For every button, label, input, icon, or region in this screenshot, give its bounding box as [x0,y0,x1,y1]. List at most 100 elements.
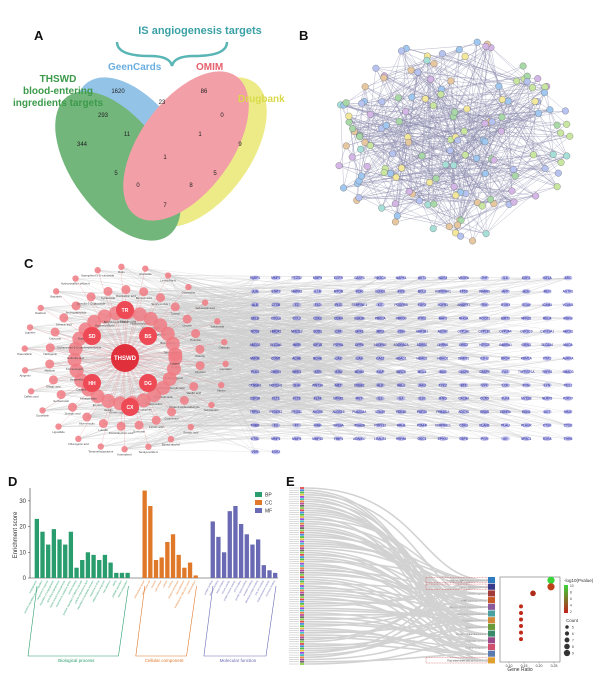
network-edge [167,333,381,412]
ppi-edge [343,111,455,189]
compound-node [87,314,102,329]
network-edge [170,331,276,440]
compound-edge [124,291,144,359]
target-label: ESR1 [522,276,531,280]
network-edge [74,277,464,360]
compound-edge [97,357,126,397]
ppi-edge [381,207,487,234]
network-edge [150,318,485,426]
target-label: TGFB1 [542,370,552,374]
chart-category-label: inflammatory response [92,579,106,602]
target-label: THRB [564,437,573,441]
ppi-node [372,64,380,72]
ppi-node [462,190,470,198]
target-label: NOTCH1 [269,383,282,387]
ppi-edge [346,55,428,147]
ppi-edge [426,60,456,196]
compound-node [121,285,131,295]
network-edge [145,268,443,346]
ppi-node [415,197,423,205]
ppi-node [446,147,454,154]
network-edge [79,291,548,339]
target-node [375,422,385,428]
ppi-edge [383,77,567,157]
ppi-edge [386,47,492,126]
network-edge [76,370,422,412]
compound-node [214,318,221,325]
ppi-edge [459,49,554,155]
network-edge [139,314,485,412]
network-edge [86,384,485,418]
ppi-node [457,216,465,224]
network-edge [40,307,276,412]
network-edge [86,277,422,418]
ppi-node [391,200,399,208]
ppi-edge [449,139,451,151]
target-node [480,288,490,294]
sankey-pathway-node [488,637,495,644]
ppi-node [354,180,362,188]
network-edge [124,449,276,453]
panel-label-a: A [34,28,44,43]
sankey-term-node [300,509,304,512]
ppi-edge [498,86,559,174]
ppi-edge [397,215,487,234]
ppi-edge [455,155,567,234]
target-label: ALOX5 [312,410,323,414]
network-edge [81,380,297,426]
network-edge [63,317,360,426]
network-edge [125,289,443,332]
target-node [333,275,343,281]
network-edge [76,370,443,372]
network-edge [121,266,339,386]
venn-count-thswd-drugbank: 7 [163,203,167,209]
network-edge [154,344,464,396]
ppi-edge [359,136,430,183]
ppi-node [447,136,455,144]
venn-bracket-title: IS angiogenesis targets [138,25,261,37]
target-label: ELANE [479,423,489,427]
ppi-edge [381,195,456,209]
network-edge [79,338,276,346]
network-edge [88,277,318,390]
ppi-edge [365,86,514,170]
ppi-edge [425,98,514,170]
network-edge [42,384,381,411]
network-edge [139,314,548,426]
ppi-edge [441,89,561,134]
ppi-edge [442,53,545,93]
network-edge [115,313,422,412]
network-edge [24,291,381,349]
ppi-node [534,75,542,83]
network-edge [205,302,506,386]
target-label: TYK2 [439,383,447,387]
network-edge [154,344,422,396]
chart-category-label: response to hypoxia [36,579,49,600]
ppi-edge [361,94,441,104]
target-label: ITGA2B [354,423,365,427]
target-label: PDE4D [396,410,407,414]
ppi-edge [450,139,486,174]
target-node [354,329,364,334]
network-edge [30,327,318,359]
network-edge [169,331,360,380]
target-node [459,369,469,375]
ppi-edge [459,42,478,221]
sankey-term-node [300,585,304,587]
network-edge [168,275,485,372]
compound-edge [124,314,140,359]
network-edge [107,291,527,426]
ppi-edge [348,116,515,203]
sankey-flow [303,551,489,642]
ppi-edge [405,111,467,194]
target-label: ANGPT1 [457,303,470,307]
network-edge [61,394,339,439]
network-edge [75,348,381,439]
compound-label: Caffeic acid [24,394,39,398]
ppi-node [523,78,531,86]
network-edge [199,349,569,359]
venn-count-genecards-omim: 23 [159,100,166,106]
target-node [438,436,448,442]
compound-label: Isoliquiritigenin [165,376,184,380]
sankey-pathway-node [488,583,495,590]
